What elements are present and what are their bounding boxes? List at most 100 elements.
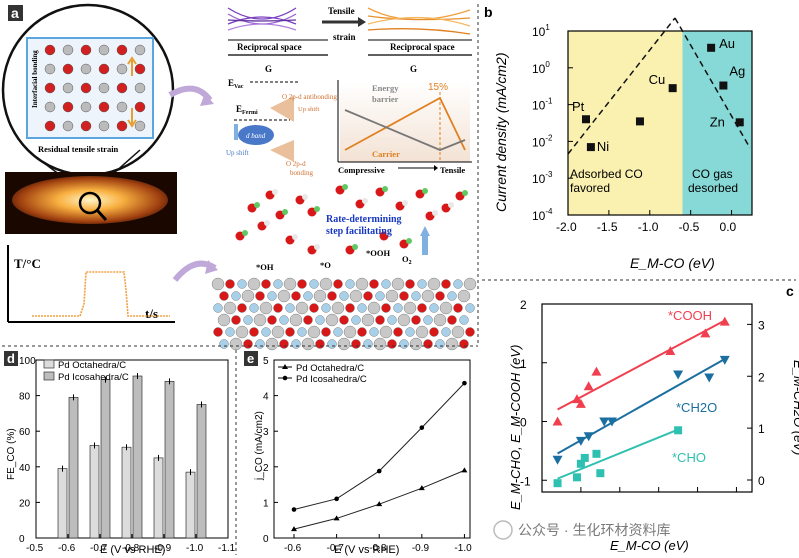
surface-atom xyxy=(357,327,367,337)
panel-e-xlabel: E (V vs RHE) xyxy=(334,544,399,556)
marker-triangle-down xyxy=(599,417,610,427)
bar xyxy=(164,381,175,539)
surface-atom xyxy=(409,337,423,351)
hydrogen-atom xyxy=(422,188,428,194)
y-tick-label-right: 2 xyxy=(758,370,765,384)
surface-atom xyxy=(433,313,447,327)
surface-atom xyxy=(447,315,457,325)
svg-text:EVac: EVac xyxy=(228,78,244,90)
panel-c-ylabel-left: E_M-CHO, E_M-COOH (eV) xyxy=(508,345,523,510)
surface-atom xyxy=(261,279,271,289)
surface-atom xyxy=(241,289,255,303)
bonding-label-1: O 2p-d xyxy=(286,160,306,168)
hydrogen-atom xyxy=(264,220,270,226)
marker-circle xyxy=(419,425,425,430)
hydrogen-atom xyxy=(254,202,260,208)
hydrogen-atom xyxy=(448,202,454,208)
surface-atom xyxy=(393,303,403,313)
lattice-atom xyxy=(44,63,56,75)
e-legend-icosa: Pd Icosahedra/C xyxy=(296,374,367,385)
x-tick-label: -0.6 xyxy=(284,543,302,554)
panel-c-letter: c xyxy=(786,283,794,299)
y-tick-label: 3 xyxy=(263,427,269,438)
data-point xyxy=(707,43,716,52)
lattice-atom xyxy=(80,120,92,132)
d-band-shape xyxy=(238,125,274,145)
surface-atom xyxy=(219,339,229,349)
surface-atom xyxy=(405,279,415,289)
surface-atom xyxy=(393,327,403,337)
surface-atom xyxy=(283,277,297,291)
legend-marker-icosa xyxy=(282,375,288,381)
hydrogen-atom xyxy=(272,189,278,195)
panel-b-points: Pt Ni Cu Au Ag Zn xyxy=(572,36,745,154)
e-legend-octa: Pd Octahedra/C xyxy=(296,363,364,374)
catalyst-surface xyxy=(211,277,477,351)
y-tick-label: 20 xyxy=(19,498,31,509)
x-tick-label: -0.6 xyxy=(58,543,76,554)
surface-atom xyxy=(231,315,241,325)
surface-atom xyxy=(309,303,319,313)
surface-atom xyxy=(441,279,451,289)
bonding-label-2: bonding xyxy=(290,169,313,177)
surface-atom xyxy=(423,339,433,349)
surface-atom xyxy=(435,291,445,301)
watermark: 公众号 · 生化环材资料库 xyxy=(518,522,670,538)
surface-atom xyxy=(369,327,379,337)
y-tick-label: 10-1 xyxy=(532,97,553,113)
surface-atom xyxy=(261,327,271,337)
surface-atom xyxy=(415,325,429,339)
surface-atom xyxy=(235,325,249,339)
lattice-atom xyxy=(80,101,92,113)
surface-atom xyxy=(303,291,313,301)
x-tick-label: -2.0 xyxy=(556,220,577,234)
marker-square xyxy=(580,453,589,462)
surface-atom xyxy=(435,339,445,349)
point-label: Ni xyxy=(597,139,609,154)
surface-atom xyxy=(423,315,433,325)
surface-atom xyxy=(399,339,409,349)
surface-atom xyxy=(405,327,415,337)
hydrogen-atom xyxy=(282,209,288,215)
energy-level-diagram: EVac EFermi d band Up shift O 2p-d antib… xyxy=(226,78,337,177)
bar xyxy=(89,445,100,539)
surface-atom xyxy=(421,289,435,303)
panel-e-frame xyxy=(273,359,471,539)
x-tick-label: 0.0 xyxy=(720,220,737,234)
surface-atom xyxy=(321,327,331,337)
y-tick-base: 10 xyxy=(532,25,546,39)
o-label: *O xyxy=(320,260,331,270)
y-tick-label: 100 xyxy=(532,60,550,76)
surface-atom xyxy=(229,337,243,351)
series-line-0 xyxy=(293,469,465,530)
surface-atom xyxy=(277,289,291,303)
point-label: Cu xyxy=(649,72,666,87)
efermi-label: E xyxy=(236,104,242,114)
data-point xyxy=(719,81,728,90)
surface-atom xyxy=(303,315,313,325)
magnifier-icon xyxy=(78,191,102,215)
lattice-atom xyxy=(80,63,92,75)
ooh-label: *OOH xyxy=(366,248,390,258)
surface-atom xyxy=(249,327,259,337)
region-left-label-1: Adsorbed CO xyxy=(570,167,643,181)
marker-triangle xyxy=(376,501,383,507)
surface-atom xyxy=(387,339,397,349)
reciprocal-space-right: Reciprocal space G xyxy=(367,7,472,74)
surface-atom xyxy=(373,337,387,351)
marker-triangle-up xyxy=(719,316,730,326)
surface-atom xyxy=(427,277,441,291)
lattice-atom xyxy=(80,44,92,56)
marker-triangle-up xyxy=(665,346,676,355)
surface-atom xyxy=(351,339,361,349)
surface-atom xyxy=(243,339,253,349)
panel-d-xlabel: E (V vs RHE) xyxy=(100,544,165,556)
x-tick-label: -0.8 xyxy=(369,543,387,554)
point-label: Pt xyxy=(572,99,585,114)
surface-atom xyxy=(211,277,225,291)
surface-atom xyxy=(333,327,343,337)
surface-atom xyxy=(367,301,381,315)
hydrogen-atom xyxy=(292,234,298,240)
panel-c-frame xyxy=(541,303,753,493)
panel-e-ylabel: j_CO (mA/cm2) xyxy=(254,411,265,481)
